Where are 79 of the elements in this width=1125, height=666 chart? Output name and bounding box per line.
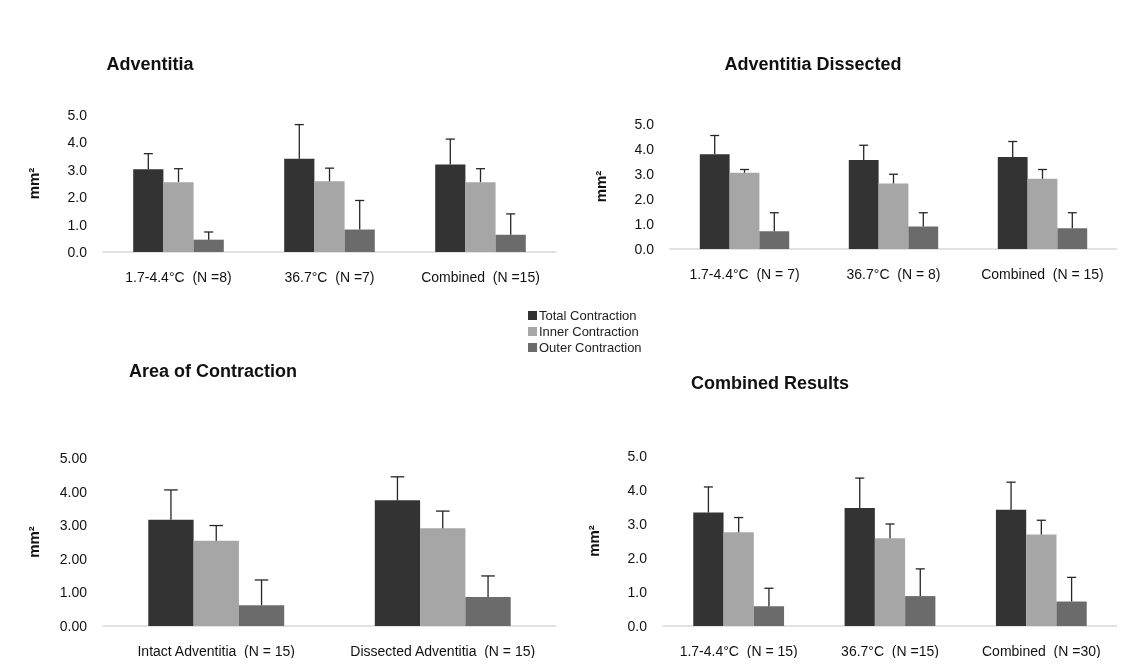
x-tick-label: 36.7°C (N =7) [284, 269, 375, 285]
bar [193, 540, 239, 626]
y-axis-title: mm² [25, 167, 42, 200]
x-tick-label: Combined (N = 15) [981, 266, 1104, 282]
bar [435, 164, 466, 252]
y-axis-title: mm² [25, 526, 42, 558]
chart-title: Area of Contraction [128, 361, 298, 381]
x-tick-label: 1.7-4.4°C (N = 15) [679, 643, 798, 659]
y-tick-label: 4.0 [627, 482, 648, 498]
x-tick-label: Dissected Adventitia (N = 15) [350, 643, 536, 659]
y-axis-title: mm² [592, 170, 609, 203]
y-tick-label: 4.0 [67, 134, 88, 151]
chart-title: Combined Results [690, 373, 850, 393]
y-tick-label: 5.0 [67, 107, 88, 123]
chart-title: Adventitia Dissected [724, 54, 902, 74]
chart-title: Adventitia [106, 54, 195, 74]
bar [193, 239, 224, 252]
y-tick-label: 3.0 [634, 166, 655, 182]
bar [723, 532, 754, 626]
bar [997, 157, 1028, 249]
y-tick-label: 1.0 [634, 216, 655, 232]
bar [878, 183, 909, 249]
bar [693, 512, 724, 626]
x-tick-label: 36.7°C (N =15) [841, 643, 939, 659]
y-tick-label: 0.0 [634, 241, 655, 257]
y-tick-label: 4.00 [59, 483, 88, 500]
x-tick-label: Combined (N =15) [421, 269, 540, 285]
legend-label: Inner Contraction [539, 324, 639, 339]
bar [759, 231, 790, 249]
y-tick-label: 1.0 [627, 584, 648, 600]
bar [1057, 228, 1088, 249]
bar [238, 605, 285, 626]
bar [374, 500, 421, 626]
y-tick-label: 0.0 [627, 618, 648, 634]
bar [465, 182, 496, 252]
bar [908, 226, 939, 249]
y-tick-label: 0.0 [67, 244, 88, 260]
y-tick-label: 2.0 [634, 191, 655, 207]
bar [729, 172, 760, 249]
bar [420, 528, 466, 626]
bar [1056, 601, 1087, 626]
bar [495, 234, 526, 252]
legend-label: Total Contraction [539, 308, 637, 323]
bar [699, 154, 730, 249]
legend-label: Outer Contraction [539, 340, 642, 355]
y-tick-label: 1.00 [59, 584, 88, 601]
y-tick-label: 5.0 [634, 116, 655, 132]
y-tick-label: 2.0 [67, 189, 88, 206]
x-tick-label: Combined (N =30) [982, 643, 1101, 659]
x-tick-label: 36.7°C (N = 8) [846, 266, 941, 282]
y-tick-label: 0.00 [59, 618, 88, 634]
bar [465, 597, 511, 626]
y-tick-label: 4.0 [634, 141, 655, 157]
bar [314, 181, 345, 252]
y-tick-label: 2.0 [627, 550, 648, 566]
bar [874, 538, 906, 626]
y-tick-label: 2.00 [59, 550, 88, 567]
x-tick-label: 1.7-4.4°C (N =8) [125, 269, 232, 285]
bar [848, 160, 879, 249]
y-tick-label: 3.0 [67, 161, 88, 178]
y-tick-label: 3.0 [627, 516, 648, 532]
x-tick-label: 1.7-4.4°C (N = 7) [689, 266, 800, 282]
bar [1026, 534, 1057, 626]
bar [133, 169, 164, 252]
x-tick-label: Intact Adventitia (N = 15) [137, 643, 296, 659]
bar [344, 229, 375, 252]
bar [163, 182, 194, 252]
y-tick-label: 5.00 [59, 450, 88, 466]
bar [284, 158, 315, 252]
y-tick-label: 5.0 [627, 448, 648, 464]
bar [995, 509, 1027, 626]
bar [1027, 178, 1058, 249]
bar [844, 508, 875, 626]
bar [148, 519, 194, 626]
y-axis-title: mm² [585, 525, 602, 557]
y-tick-label: 1.0 [67, 216, 88, 233]
y-tick-label: 3.00 [59, 517, 88, 534]
bar [905, 596, 936, 626]
bar [753, 606, 785, 626]
